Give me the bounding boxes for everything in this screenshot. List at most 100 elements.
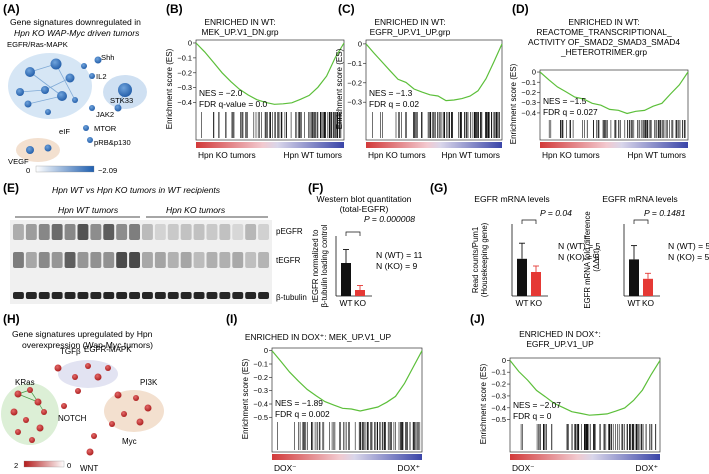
tegfr-band [64, 252, 76, 268]
label-notch: NOTCH [58, 414, 87, 423]
y-tick-label: 0 [532, 68, 536, 77]
pegfr-band [77, 224, 89, 240]
label-mtor: MTOR [94, 124, 117, 133]
plot-frame [365, 39, 503, 141]
panel-letter: (B) [166, 2, 183, 16]
pegfr-band [180, 224, 192, 240]
panel-h: (H) Gene signatures upregulated by Hpn o… [1, 312, 164, 473]
tubulin-band [142, 292, 153, 299]
tegfr-band [193, 252, 205, 268]
hit-ticks [520, 424, 657, 450]
p-value: P = 0.04 [540, 208, 572, 218]
bar-wt [517, 258, 527, 296]
gsea-title-line: ENRICHED IN DOX⁺: MEK_UP.V1_UP [245, 332, 392, 342]
tegfr-band [245, 252, 257, 268]
pegfr-band [232, 224, 244, 240]
label-kras: KRas [15, 378, 35, 387]
tubulin-band [167, 292, 179, 299]
category-label: KO [642, 298, 655, 308]
nes-label: NES = −1.3 [369, 88, 413, 98]
y-tick-label: −0.3 [347, 98, 362, 107]
n-ko: N (KO) = 9 [376, 261, 418, 271]
tubulin-band [13, 292, 24, 299]
tegfr-band [51, 252, 63, 268]
y-tick-label: −0.3 [253, 386, 268, 395]
fdr-label: FDR q = 0.002 [275, 409, 330, 419]
pegfr-band [116, 224, 128, 240]
tegfr-band [154, 252, 166, 268]
bar-chart-subtitle: (total-EGFR) [340, 204, 389, 214]
tubulin-band [103, 292, 115, 299]
y-tick-label: −0.3 [491, 391, 506, 400]
panel-e-letter: (E) [3, 181, 19, 195]
plot-frame [271, 347, 423, 453]
hit-ticks [548, 120, 686, 138]
y-axis-label: Enrichment score (ES) [241, 358, 250, 439]
pegfr-band [219, 224, 231, 240]
y-tick-label: −0.4 [253, 400, 268, 409]
x-label-right: Hpn WT tumors [442, 150, 500, 160]
tubulin-band [154, 292, 166, 299]
label-egfr-mapk: EGFR-MAPK [84, 345, 132, 354]
category-label: KO [354, 298, 367, 308]
y-axis-label: Enrichment score (ES) [165, 48, 174, 129]
n-wt: N (WT) = 11 [376, 250, 423, 260]
enrichment-curve [539, 71, 689, 115]
y-tick-label: −0.4 [521, 108, 536, 117]
y-axis-label-line: β-tubulin loading control [320, 224, 329, 307]
tubulin-band [129, 292, 140, 299]
tubulin-band [25, 292, 37, 299]
tubulin-band [51, 292, 63, 299]
p-value: P = 0.1481 [644, 208, 686, 218]
pegfr-band [193, 224, 205, 240]
tubulin-band [219, 292, 231, 299]
y-tick-label: −0.5 [253, 413, 268, 422]
x-label-left: DOX⁻ [274, 463, 297, 473]
enrichment-curve [509, 360, 661, 416]
panel-letter: (J) [470, 312, 485, 326]
plot-frame [539, 69, 689, 141]
fdr-label: FDR q = 0.02 [369, 99, 419, 109]
tegfr-band [13, 252, 24, 268]
plot-frame [195, 39, 345, 141]
bar-chart-title: Western blot quantitation [317, 194, 412, 204]
gsea-title-line: ENRICHED IN WT: [374, 17, 445, 27]
gsea-panel-c: (C) ENRICHED IN WT:EGFR_UP.V1_UP.grp 0 −0.1… [335, 2, 503, 160]
panel-e-title: Hpn WT vs Hpn KO tumors in WT recipients [52, 185, 221, 195]
pegfr-band [51, 224, 63, 240]
y-axis-label-line: EGFR mRNA fold difference [583, 211, 592, 308]
colorbar-red [23, 460, 65, 468]
tubulin-band [38, 292, 50, 299]
y-axis-label: Enrichment score (ES) [509, 63, 518, 144]
y-tick-label: −0.2 [521, 88, 536, 97]
tubulin-band [116, 292, 128, 299]
tegfr-band [129, 252, 140, 268]
y-tick-label: −0.1 [347, 59, 362, 68]
gsea-title-line: EGFR_UP.V1_UP [526, 339, 594, 349]
band-label-pegfr: pEGFR [276, 227, 303, 236]
y-tick-label: −0.1 [253, 360, 268, 369]
pegfr-band [142, 224, 153, 240]
label-shh: Shh [101, 53, 115, 62]
cluster-egfr-ras-mapk [8, 53, 92, 119]
network-nodes-h [10, 363, 152, 456]
rank-colorbar [540, 142, 688, 148]
label-egfr-ras-mapk: EGFR/Ras-MAPK [7, 40, 68, 49]
bar-wt [341, 263, 351, 296]
pegfr-band [25, 224, 37, 240]
tegfr-band [232, 252, 244, 268]
x-label-right: DOX⁺ [635, 463, 658, 473]
pegfr-band [129, 224, 140, 240]
y-tick-label: −0.3 [521, 98, 536, 107]
label-prb-p130: pRB&p130 [94, 138, 131, 147]
category-label: WT [515, 298, 528, 308]
tubulin-band [90, 292, 102, 299]
y-tick-label: −0.2 [253, 373, 268, 382]
hit-ticks [201, 112, 342, 138]
blot-group-ko: Hpn KO tumors [166, 205, 226, 215]
tegfr-band [25, 252, 37, 268]
y-axis-label-line: tEGFR normalized to [311, 229, 320, 302]
y-tick-label: −0.1 [491, 368, 506, 377]
enrichment-curve [365, 43, 503, 102]
panel-a-title-2: Hpn KO WAP-Myc driven tumors [14, 28, 140, 38]
